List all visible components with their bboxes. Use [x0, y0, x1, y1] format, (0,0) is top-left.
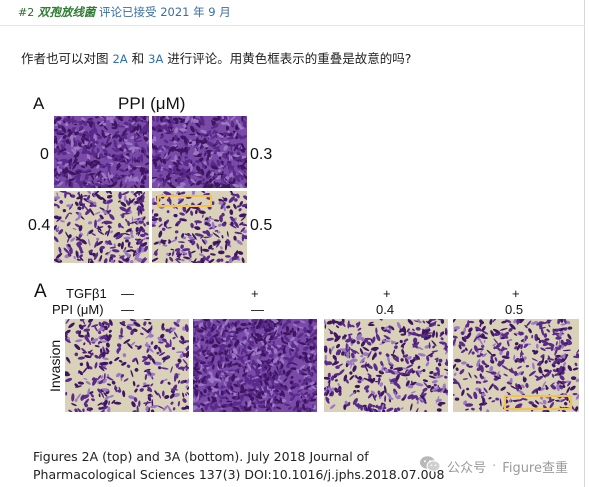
- figure-top-dose-03: 0.3: [250, 146, 273, 163]
- watermark-text-1: 公众号: [447, 460, 487, 476]
- micrograph-top-4: [152, 191, 247, 263]
- question-text-1: 作者也可以对图: [21, 51, 113, 66]
- figure-top-dose-05: 0.5: [250, 217, 273, 234]
- comment-year: 2021: [160, 5, 190, 19]
- cond-4-tgf: +: [512, 286, 520, 301]
- figure-top-panel-label: A: [33, 94, 45, 113]
- watermark-text-2: Figure查重: [502, 460, 568, 476]
- cond-1-tgf: —: [121, 286, 134, 301]
- user-link[interactable]: 双孢放线菌: [37, 5, 96, 19]
- cond-3-ppi: 0.4: [376, 302, 395, 317]
- micrograph-bottom-2: [193, 319, 317, 412]
- watermark: 公众号 · Figure查重: [419, 455, 568, 477]
- cond-4-ppi: 0.5: [505, 302, 524, 317]
- figure-bottom-row1-label: TGFβ1: [66, 286, 107, 301]
- duplication-highlight-box-bottom: [504, 395, 572, 410]
- question-text-3: 进行评论。用黄色框表示的重叠是故意的吗?: [163, 51, 412, 66]
- figure-bottom-panel-label: A: [34, 281, 47, 302]
- caption-line-1: Figures 2A (top) and 3A (bottom). July 2…: [33, 449, 369, 464]
- comment-number: #2: [18, 6, 35, 19]
- cond-2-ppi: —: [251, 302, 264, 317]
- header-divider: [0, 25, 585, 26]
- micrograph-top-1: [54, 116, 149, 188]
- comment-status: 评论已接受: [99, 5, 157, 19]
- figure-ref-2a: 2A: [112, 52, 128, 66]
- comment-month: 9: [208, 5, 216, 19]
- figure-top-dose-04: 0.4: [28, 217, 51, 234]
- cond-1-ppi: —: [121, 302, 134, 317]
- figure-top-dose-0: 0: [40, 146, 49, 163]
- comment-month-suffix: 月: [219, 5, 231, 19]
- wechat-icon: [419, 455, 441, 477]
- micrograph-top-3: [54, 191, 149, 263]
- comment-year-suffix: 年: [193, 5, 205, 19]
- comment-header: #2 双孢放线菌 评论已接受 2021 年 9 月: [18, 4, 231, 20]
- figure-caption: Figures 2A (top) and 3A (bottom). July 2…: [33, 448, 444, 484]
- comment-question: 作者也可以对图 2A 和 3A 进行评论。用黄色框表示的重叠是故意的吗?: [21, 48, 411, 67]
- micrograph-bottom-3: [324, 319, 448, 412]
- figure-bottom-side-label: Invasion: [47, 339, 63, 392]
- duplication-highlight-box-top: [157, 195, 212, 207]
- cond-3-tgf: +: [383, 286, 391, 301]
- figure-top-title: PPI (μM): [118, 94, 186, 113]
- figure-bottom-row2-label: PPI (μM): [52, 302, 104, 317]
- figure-ref-3a: 3A: [148, 52, 164, 66]
- cond-2-tgf: +: [251, 286, 259, 301]
- caption-line-2: Pharmacological Sciences 137(3) DOI:10.1…: [33, 467, 445, 482]
- watermark-separator: ·: [492, 458, 497, 474]
- micrograph-top-2: [152, 116, 247, 188]
- question-text-2: 和: [127, 51, 149, 66]
- micrograph-bottom-1: [65, 319, 189, 412]
